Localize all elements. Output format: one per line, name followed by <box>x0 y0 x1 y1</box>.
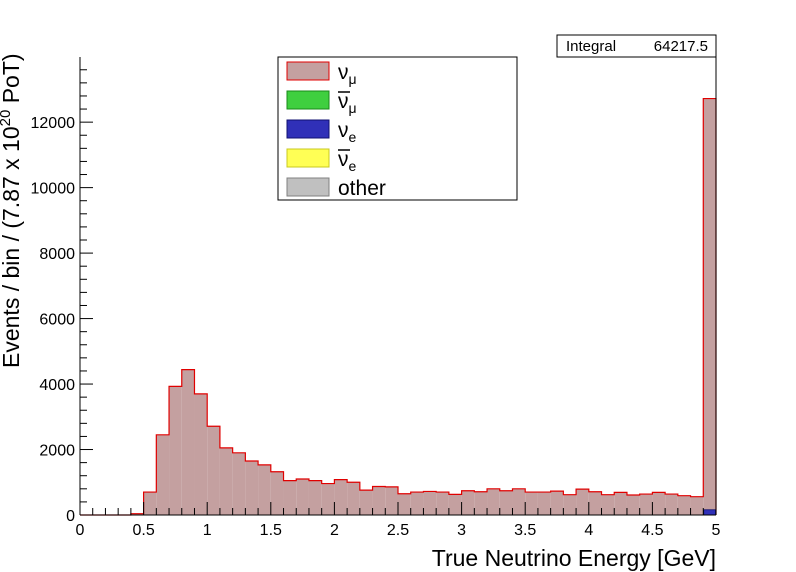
y-tick-label: 10000 <box>31 181 76 198</box>
legend-entry-label: other <box>338 177 386 200</box>
x-tick-label: 1 <box>203 522 212 539</box>
histogram-bar <box>537 492 551 515</box>
histogram-bar <box>639 494 653 515</box>
histogram-bar <box>270 471 284 515</box>
histogram-bar <box>525 492 538 515</box>
y-axis-ticks: 0 2000 4000 6000 8000 10000 12000 <box>31 69 93 525</box>
histogram-bar-secondary <box>703 509 716 516</box>
x-axis-label: True Neutrino Energy [GeV] <box>432 545 716 571</box>
histogram-bar <box>588 491 602 515</box>
histogram-bar <box>436 492 449 515</box>
histogram-bar <box>130 513 144 515</box>
histogram-bar <box>448 494 462 515</box>
histogram-bar <box>461 490 475 515</box>
y-tick-label: 6000 <box>39 312 75 329</box>
histogram-outline <box>80 97 717 516</box>
histogram-bar <box>665 494 678 515</box>
y-axis-label-main: Events / bin / (7.87 x 10 <box>0 126 24 368</box>
histogram-bar <box>181 369 195 515</box>
legend: νμ νμ νe νe other <box>277 56 518 201</box>
histogram-bar <box>296 478 309 515</box>
histogram-bar <box>194 393 208 515</box>
y-axis-label-exponent: 20 <box>0 110 14 127</box>
histogram-bar <box>474 491 488 515</box>
histogram-bar <box>359 490 373 515</box>
histogram-bar <box>423 491 437 515</box>
histogram-bar <box>207 426 220 515</box>
x-tick-label: 0.5 <box>132 522 154 539</box>
histogram-bar <box>677 495 691 515</box>
histogram-bar <box>169 386 182 515</box>
legend-swatch <box>286 148 330 168</box>
x-tick-label: 0 <box>76 522 85 539</box>
legend-swatch <box>286 119 330 139</box>
legend-swatch <box>286 90 330 110</box>
histogram-bar <box>156 434 170 515</box>
y-tick-label: 2000 <box>39 443 75 460</box>
histogram-bar <box>512 488 526 515</box>
histogram-bar <box>550 491 564 515</box>
x-axis-ticks: 0 0.5 1 1.5 2 2.5 3 3.5 4 4.5 5 <box>76 502 721 539</box>
legend-swatch <box>286 177 330 197</box>
histogram-bar <box>283 480 297 515</box>
histogram-bar <box>614 492 627 515</box>
legend-entry-label: νe <box>338 148 357 174</box>
stats-label: Integral <box>566 38 616 55</box>
x-tick-label: 2.5 <box>387 522 409 539</box>
x-tick-label: 4 <box>584 522 593 539</box>
histogram-bar <box>703 98 716 515</box>
histogram-bar <box>576 489 589 515</box>
x-tick-label: 5 <box>712 522 721 539</box>
histogram-bar <box>245 460 259 515</box>
histogram-bar <box>321 483 335 515</box>
y-tick-label: 12000 <box>31 115 76 132</box>
legend-entry-label: νμ <box>338 90 357 116</box>
stats-box: Integral 64217.5 <box>556 34 717 58</box>
histogram-bar <box>258 464 271 515</box>
histogram-bar <box>372 486 386 515</box>
stats-value: 64217.5 <box>654 38 708 55</box>
legend-entry-label: νμ <box>338 61 357 87</box>
y-tick-label: 4000 <box>39 377 75 394</box>
x-tick-label: 3.5 <box>514 522 536 539</box>
histogram-bar <box>410 492 424 515</box>
histogram-bar <box>601 494 615 515</box>
histogram-bar <box>398 493 411 515</box>
x-tick-label: 3 <box>457 522 466 539</box>
histogram-bar <box>499 490 513 515</box>
histogram-bar <box>232 452 246 515</box>
histogram-bar <box>308 480 322 515</box>
histogram-bar <box>347 482 360 515</box>
histogram-bar <box>690 496 704 515</box>
y-tick-label: 8000 <box>39 246 75 263</box>
histogram-bar <box>143 492 157 515</box>
histogram-bar <box>334 479 348 515</box>
histogram-bar <box>652 492 666 515</box>
y-axis-label: Events / bin / (7.87 x 1020 PoT) <box>0 53 24 368</box>
histogram-bar <box>626 495 640 515</box>
histogram-bar <box>487 488 500 515</box>
histogram-bars <box>80 97 717 516</box>
histogram-bar <box>563 494 577 515</box>
x-tick-label: 1.5 <box>260 522 282 539</box>
histogram-bar <box>219 447 233 515</box>
histogram-bar <box>385 486 398 515</box>
x-tick-label: 2 <box>330 522 339 539</box>
legend-swatch <box>286 61 330 81</box>
y-axis-label-tail: PoT) <box>0 53 24 109</box>
x-tick-label: 4.5 <box>641 522 663 539</box>
y-tick-label: 0 <box>66 508 75 525</box>
legend-entry-label: νe <box>338 119 357 145</box>
